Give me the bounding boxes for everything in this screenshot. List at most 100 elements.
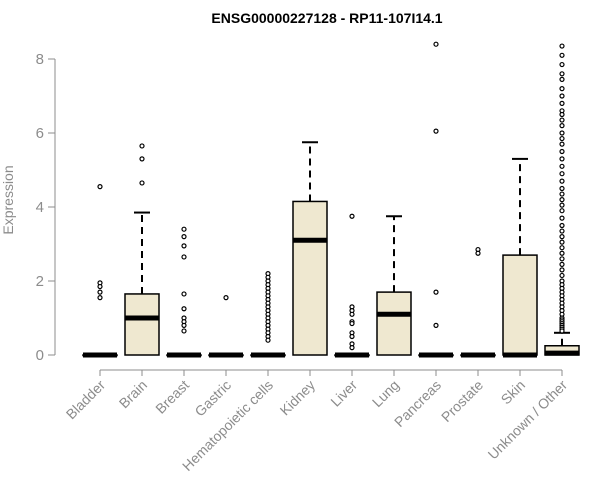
outlier-point <box>559 43 565 49</box>
y-axis: 0 2 4 6 8 <box>36 51 56 364</box>
outlier-point <box>223 295 229 301</box>
outlier-point <box>181 243 187 249</box>
outlier-point <box>559 130 565 136</box>
outlier-point <box>559 245 565 251</box>
box-9 <box>418 41 454 358</box>
x-tick-label: Kidney <box>277 377 319 419</box>
outlier-point <box>139 143 145 149</box>
box-10 <box>460 246 496 358</box>
outlier-point <box>433 289 439 295</box>
outlier-point <box>559 202 565 208</box>
outlier-point <box>559 122 565 129</box>
outlier-point <box>181 226 187 232</box>
x-tick-label: Skin <box>498 377 529 408</box>
iqr-box <box>292 200 328 356</box>
outlier-point <box>475 250 481 256</box>
x-tick-label: Unknown / Other <box>485 377 571 463</box>
x-tick-label: Prostate <box>438 377 486 425</box>
x-tick-label: Liver <box>327 377 360 410</box>
outlier-point <box>559 215 565 221</box>
x-tick-label: Lung <box>369 377 402 410</box>
box-8 <box>376 215 412 356</box>
box-11 <box>502 157 538 358</box>
chart-title: ENSG00000227128 - RP11-107I14.1 <box>211 10 442 26</box>
outlier-point <box>559 76 565 82</box>
iqr-box <box>376 291 412 356</box>
outlier-point <box>559 272 565 279</box>
outlier-point <box>559 261 565 267</box>
outlier-point <box>559 156 565 162</box>
outlier-point <box>559 185 565 192</box>
outlier-point <box>97 295 103 301</box>
outlier-point <box>559 61 565 68</box>
x-tick-label: Pancreas <box>391 377 444 430</box>
box-2 <box>124 143 160 356</box>
box-6 <box>292 141 328 356</box>
outlier-point <box>559 256 565 262</box>
outlier-point <box>139 156 145 162</box>
y-tick-label: 4 <box>36 199 44 216</box>
outlier-point <box>559 135 565 142</box>
iqr-box <box>124 293 160 356</box>
outlier-point <box>265 337 271 343</box>
outlier-point <box>559 117 565 123</box>
outlier-point <box>559 93 565 99</box>
outlier-point <box>349 320 355 327</box>
box-1 <box>82 184 118 358</box>
y-tick-label: 2 <box>36 273 44 290</box>
outlier-point <box>433 128 439 134</box>
outlier-point <box>181 291 187 297</box>
outlier-point <box>559 171 565 177</box>
outlier-point <box>433 322 439 328</box>
outlier-point <box>559 52 565 58</box>
y-tick-label: 8 <box>36 51 44 68</box>
box-3 <box>166 226 202 358</box>
outlier-point <box>97 184 103 190</box>
x-tick-label: Breast <box>152 377 192 417</box>
outlier-point <box>349 213 355 219</box>
outlier-point <box>559 178 565 184</box>
x-tick-label: Brain <box>116 377 150 411</box>
outlier-point <box>559 85 565 92</box>
outlier-point <box>181 234 187 240</box>
outlier-point <box>349 345 355 351</box>
outlier-point <box>559 328 565 334</box>
outlier-point <box>559 100 565 107</box>
outlier-point <box>559 234 565 240</box>
outlier-point <box>559 71 565 77</box>
box-7 <box>334 213 370 358</box>
y-tick-label: 6 <box>36 125 44 142</box>
outlier-point <box>433 41 439 47</box>
box-5 <box>250 271 286 358</box>
outlier-point <box>181 254 187 260</box>
outlier-point <box>97 289 103 295</box>
outlier-point <box>181 322 187 328</box>
outlier-point <box>559 228 565 234</box>
outlier-point <box>559 163 565 169</box>
outlier-point <box>349 311 355 317</box>
outlier-point <box>139 180 145 186</box>
iqr-box <box>502 254 538 356</box>
outlier-point <box>559 191 565 197</box>
box-group <box>82 41 580 358</box>
box-12 <box>544 43 580 356</box>
outlier-point <box>559 222 565 229</box>
outlier-point <box>181 306 187 312</box>
outlier-point <box>181 328 187 334</box>
y-axis-label: Expression <box>0 165 16 234</box>
outlier-point <box>349 333 355 340</box>
outlier-point <box>559 141 565 147</box>
outlier-point <box>559 208 565 214</box>
outlier-point <box>559 267 565 273</box>
outlier-point <box>559 148 565 155</box>
outlier-point <box>97 283 103 290</box>
box-4 <box>208 295 244 358</box>
outlier-point <box>559 239 565 245</box>
outlier-point <box>559 111 565 118</box>
outlier-point <box>559 197 565 203</box>
y-tick-label: 0 <box>36 347 44 364</box>
outlier-point <box>559 250 565 256</box>
x-tick-label: Bladder <box>63 377 109 423</box>
